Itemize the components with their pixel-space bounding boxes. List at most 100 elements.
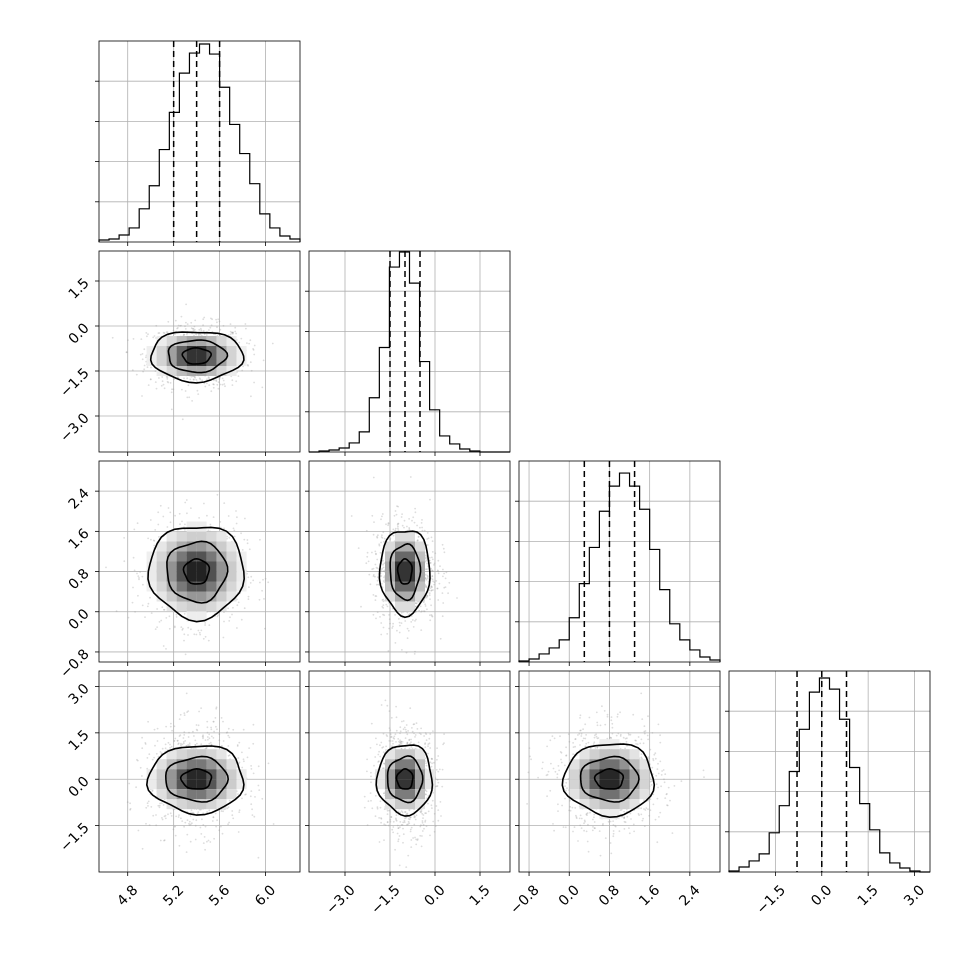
sample-point	[189, 815, 192, 817]
sample-point	[416, 838, 419, 840]
sample-point	[272, 823, 275, 825]
sample-point	[192, 378, 195, 381]
sample-point	[428, 742, 431, 745]
sample-point	[649, 798, 652, 800]
x-tick-label: 5.2	[160, 882, 187, 909]
sample-point	[431, 575, 434, 577]
sample-point	[182, 334, 185, 337]
sample-point	[426, 577, 429, 580]
sample-point	[425, 596, 428, 599]
sample-point	[244, 517, 246, 520]
sample-point	[201, 735, 204, 738]
density-cell	[385, 581, 395, 592]
sample-point	[123, 537, 125, 539]
sample-point	[441, 592, 444, 594]
sample-point	[423, 735, 425, 737]
density-cell	[236, 356, 247, 366]
sample-point	[259, 581, 261, 584]
sample-point	[208, 737, 211, 740]
density-cell	[176, 346, 187, 356]
sample-point	[244, 323, 247, 325]
sample-point	[382, 767, 385, 770]
sample-point	[434, 552, 437, 555]
sample-point	[430, 604, 432, 607]
sample-point	[231, 810, 234, 812]
sample-point	[385, 745, 387, 748]
sample-point	[246, 364, 249, 366]
sample-point	[411, 619, 414, 621]
sample-point	[151, 789, 154, 792]
sample-point	[425, 578, 428, 581]
sample-point	[392, 625, 394, 628]
sample-point	[199, 333, 202, 336]
density-cell	[146, 581, 157, 592]
sample-point	[127, 339, 129, 341]
sample-point	[397, 529, 400, 532]
density-cell	[176, 769, 187, 780]
sample-point	[178, 814, 180, 816]
sample-point	[372, 613, 375, 616]
density-cell	[166, 799, 177, 810]
sample-point	[415, 722, 418, 725]
sample-point	[428, 589, 431, 591]
sample-point	[383, 839, 385, 841]
sample-point	[231, 814, 234, 817]
sample-point	[190, 321, 193, 324]
density-cell	[415, 551, 425, 562]
sample-point	[412, 626, 415, 628]
sample-point	[209, 326, 212, 329]
sample-point	[166, 526, 169, 528]
sample-point	[400, 622, 403, 624]
sample-point	[379, 806, 382, 809]
sample-point	[207, 839, 210, 842]
sample-point	[415, 610, 418, 613]
sample-point	[397, 522, 399, 525]
sample-point	[380, 704, 383, 706]
sample-point	[146, 802, 149, 805]
sample-point	[419, 834, 422, 837]
sample-point	[200, 707, 203, 709]
sample-point	[431, 615, 433, 617]
sample-point	[596, 746, 599, 749]
density-cell	[226, 356, 237, 366]
sample-point	[537, 776, 539, 779]
sample-point	[437, 819, 440, 822]
sample-point	[227, 745, 230, 747]
sample-point	[432, 580, 434, 583]
sample-point	[161, 817, 163, 819]
density-cell	[166, 571, 177, 582]
sample-point	[115, 610, 118, 613]
sample-point	[567, 777, 570, 780]
sample-point	[199, 633, 202, 636]
sample-point	[144, 743, 147, 745]
sample-point	[216, 326, 218, 329]
sample-point	[203, 502, 205, 505]
sample-point	[405, 724, 408, 726]
sample-point	[167, 741, 170, 744]
density-cell	[196, 346, 207, 356]
density-shading	[375, 749, 435, 810]
sample-point	[199, 826, 202, 829]
density-cell	[375, 779, 385, 790]
sample-point	[387, 522, 390, 524]
sample-point	[396, 523, 399, 526]
sample-point	[378, 543, 381, 546]
density-cell	[156, 356, 167, 366]
sample-point	[420, 629, 423, 631]
sample-point	[156, 626, 159, 628]
sample-point	[431, 558, 434, 561]
density-cell	[186, 581, 197, 592]
sample-point	[410, 741, 412, 744]
sample-point	[210, 390, 213, 393]
sample-point	[399, 730, 402, 733]
sample-point	[411, 519, 413, 522]
sample-point	[227, 515, 230, 517]
sample-point	[220, 717, 223, 719]
sample-point	[242, 728, 245, 731]
sample-point	[177, 743, 180, 745]
sample-point	[244, 793, 247, 796]
sample-point	[136, 758, 138, 761]
sample-point	[441, 615, 444, 618]
sample-point	[410, 621, 413, 623]
